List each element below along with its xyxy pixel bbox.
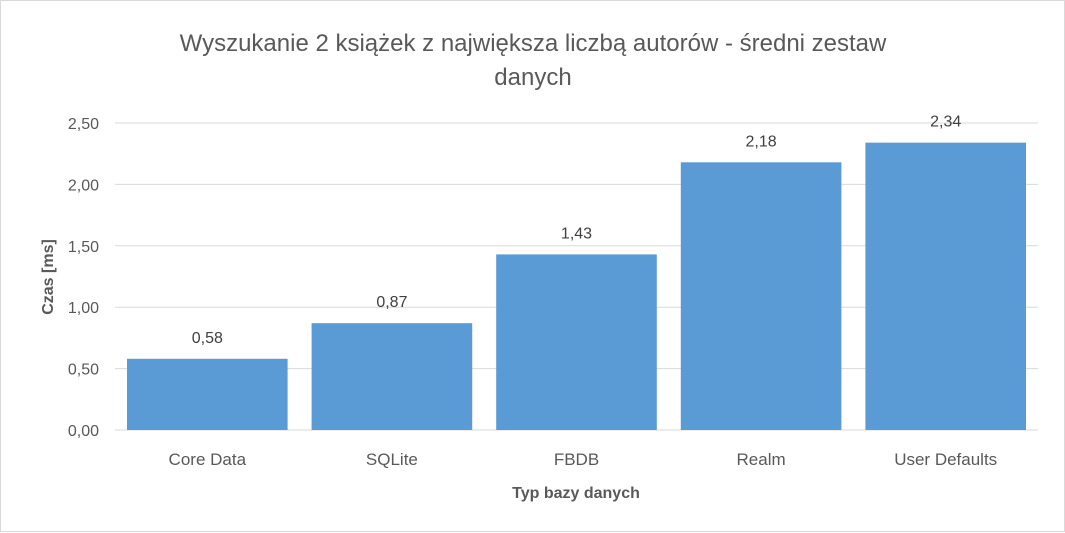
y-tick-label: 1,00 — [68, 300, 99, 317]
x-category-label: FBDB — [554, 450, 599, 469]
x-axis-title: Typ bazy danych — [512, 485, 640, 502]
y-axis-ticks: 0,00 0,50 1,00 1,50 2,00 2,50 — [68, 116, 99, 440]
bar — [680, 162, 842, 430]
y-tick-label: 2,00 — [68, 177, 99, 194]
data-label: 0,58 — [192, 330, 223, 347]
x-category-label: User Defaults — [894, 450, 997, 469]
data-label: 1,43 — [561, 225, 592, 242]
bars — [126, 142, 1027, 430]
bar — [865, 142, 1027, 430]
bar — [126, 358, 288, 430]
bar — [311, 323, 473, 430]
x-category-label: Realm — [737, 450, 786, 469]
y-tick-label: 0,00 — [68, 423, 99, 440]
data-label: 2,34 — [930, 114, 961, 131]
y-tick-label: 0,50 — [68, 362, 99, 379]
x-category-label: Core Data — [169, 450, 247, 469]
chart-title-line-1: Wyszukanie 2 książek z największa liczbą… — [180, 30, 887, 57]
x-category-label: SQLite — [366, 450, 418, 469]
data-labels: 0,58 0,87 1,43 2,18 2,34 — [192, 114, 962, 347]
y-tick-label: 1,50 — [68, 239, 99, 256]
bar — [496, 254, 657, 430]
chart-title-line-2: danych — [494, 64, 571, 91]
y-axis-title: Czas [ms] — [40, 239, 57, 315]
data-label: 0,87 — [376, 294, 407, 311]
y-tick-label: 2,50 — [68, 116, 99, 133]
data-label: 2,18 — [746, 133, 777, 150]
x-axis-categories: Core Data SQLite FBDB Realm User Defaults — [169, 450, 998, 469]
